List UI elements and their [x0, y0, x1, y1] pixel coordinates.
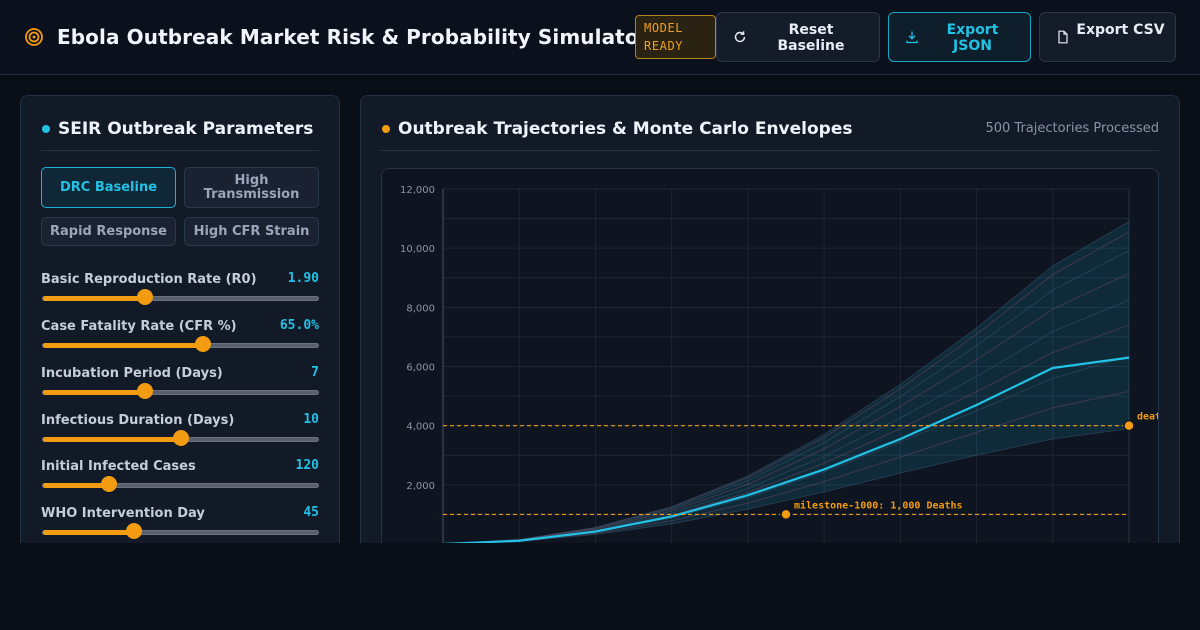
param-value: 45	[303, 505, 319, 520]
param-slider[interactable]	[42, 523, 319, 539]
param-value: 65.0%	[279, 318, 319, 333]
param-slider[interactable]	[42, 476, 319, 492]
param-value: 7	[311, 365, 319, 380]
refresh-icon	[734, 31, 746, 43]
preset-label: DRC Baseline	[59, 180, 158, 195]
parameters-panel-title: SEIR Outbreak Parameters	[58, 119, 314, 139]
y-tick-label: 4,000	[406, 422, 435, 433]
threshold-label: milestone-1000: 1,000 Deaths	[794, 499, 963, 511]
slider-fill	[43, 437, 181, 442]
slider-fill	[43, 343, 203, 348]
file-icon	[1058, 30, 1068, 44]
slider-thumb[interactable]	[101, 476, 117, 492]
slider-fill	[43, 530, 134, 535]
median-trajectory-line	[442, 356, 1130, 546]
export-csv-label: Export CSV	[1076, 22, 1165, 38]
trajectory-sample-line	[442, 231, 1130, 545]
panel-indicator-dot	[42, 125, 50, 133]
preset-high-cfr-strain[interactable]: High CFR Strain	[184, 217, 319, 246]
trajectory-sample-line	[442, 221, 1130, 545]
param-value: 1.90	[287, 271, 319, 286]
y-tick-label: 6,000	[406, 363, 435, 374]
download-icon	[906, 31, 918, 44]
threshold-marker	[780, 508, 792, 521]
threshold-marker	[1123, 419, 1135, 432]
param-label: Infectious Duration (Days)	[41, 413, 235, 428]
preset-rapid-response[interactable]: Rapid Response	[41, 217, 176, 246]
target-icon	[25, 28, 43, 46]
reset-baseline-label: Reset Baseline	[777, 22, 845, 54]
viewport-edge	[0, 543, 1200, 630]
trajectory-sample-line	[442, 428, 1130, 545]
export-json-label: Export JSON	[946, 22, 999, 54]
preset-drc-baseline[interactable]: DRC Baseline	[41, 167, 176, 208]
divider	[41, 150, 319, 151]
parameters-panel: SEIR Outbreak Parameters DRC Baseline Hi…	[20, 95, 340, 555]
preset-label: High Transmission	[203, 173, 300, 202]
param-label: Case Fatality Rate (CFR %)	[41, 319, 237, 334]
preset-label: Rapid Response	[50, 224, 167, 239]
y-tick-label: 10,000	[400, 244, 435, 255]
preset-label: High CFR Strain	[193, 224, 310, 239]
export-json-button[interactable]: Export JSON	[888, 12, 1031, 62]
param-label: Basic Reproduction Rate (R0)	[41, 272, 257, 287]
param-label: Initial Infected Cases	[41, 459, 196, 474]
slider-thumb[interactable]	[125, 523, 142, 539]
param-slider[interactable]	[42, 383, 319, 399]
param-value: 10	[303, 412, 319, 427]
divider	[381, 150, 1159, 151]
chart-panel-title: Outbreak Trajectories & Monte Carlo Enve…	[398, 119, 853, 139]
y-tick-label: 2,000	[406, 481, 435, 492]
trajectory-count: 500 Trajectories Processed	[985, 121, 1159, 136]
param-slider[interactable]	[42, 289, 319, 305]
preset-high-transmission[interactable]: High Transmission	[184, 167, 319, 208]
threshold-label: deaths	[1137, 412, 1159, 423]
param-slider[interactable]	[42, 430, 319, 446]
param-label: WHO Intervention Day	[41, 506, 205, 521]
status-badge: MODEL READY	[635, 15, 716, 59]
slider-thumb[interactable]	[136, 289, 153, 305]
trajectory-sample-line	[442, 272, 1130, 545]
panel-indicator-dot	[382, 125, 390, 133]
y-tick-label: 8,000	[406, 303, 435, 314]
slider-thumb[interactable]	[136, 383, 153, 399]
param-label: Incubation Period (Days)	[41, 366, 223, 381]
monte-carlo-envelope	[443, 221, 1129, 544]
chart-panel: Outbreak Trajectories & Monte Carlo Enve…	[360, 95, 1180, 556]
slider-fill	[43, 296, 145, 301]
app-header: Ebola Outbreak Market Risk & Probability…	[0, 0, 1200, 75]
slider-thumb[interactable]	[194, 336, 211, 352]
slider-fill	[43, 390, 145, 395]
reset-baseline-button[interactable]: Reset Baseline	[716, 12, 880, 62]
param-slider[interactable]	[42, 336, 319, 352]
export-csv-button[interactable]: Export CSV	[1039, 12, 1176, 62]
param-value: 120	[295, 458, 319, 473]
trajectory-sample-line	[442, 250, 1130, 545]
slider-fill	[43, 483, 109, 488]
trajectory-chart[interactable]: 2,000 4,000 6,000 8,000 10,000 12,000 mileston…	[382, 169, 1159, 556]
y-tick-label: 12,000	[400, 185, 435, 196]
chart-frame: 2,000 4,000 6,000 8,000 10,000 12,000 mileston…	[381, 168, 1159, 556]
slider-thumb[interactable]	[172, 430, 189, 446]
app-title: Ebola Outbreak Market Risk & Probability…	[57, 25, 649, 49]
